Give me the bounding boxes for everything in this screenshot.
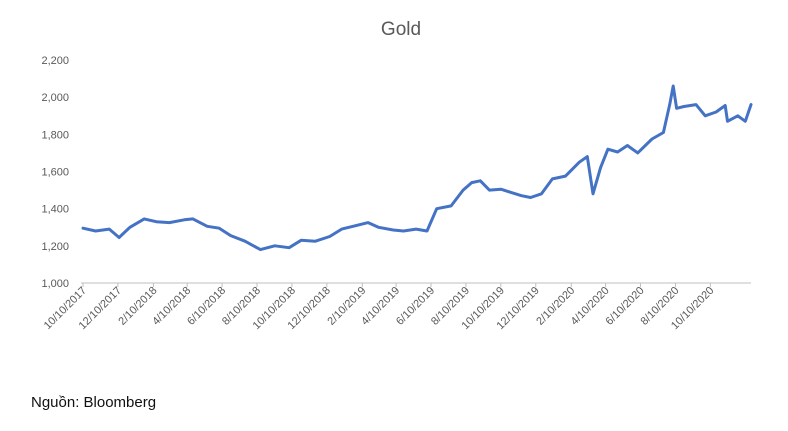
y-tick-label: 1,600 — [41, 167, 69, 179]
source-note: Nguồn: Bloomberg — [31, 394, 157, 411]
y-tick-label: 1,800 — [41, 129, 69, 141]
series-layer — [81, 84, 753, 252]
gold-price-line — [81, 84, 753, 252]
y-tick-label: 1,200 — [41, 241, 69, 253]
y-tick-label: 2,000 — [41, 92, 69, 104]
y-axis-tick-labels: 1,000 1,200 1,400 1,600 1,800 2,000 2,200 — [41, 55, 69, 290]
y-tick-label: 1,000 — [41, 278, 69, 290]
x-axis-tick-labels: 10/10/201712/10/20172/10/20184/10/20186/… — [42, 283, 716, 332]
y-tick-label: 2,200 — [41, 55, 69, 67]
chart-title: Gold — [381, 19, 421, 40]
y-tick-label: 1,400 — [41, 204, 69, 216]
